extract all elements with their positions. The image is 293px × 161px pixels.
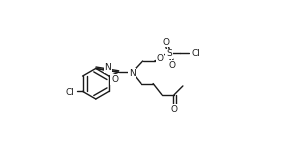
Text: O: O bbox=[168, 61, 176, 70]
Text: S: S bbox=[166, 49, 172, 58]
Text: N: N bbox=[129, 69, 136, 78]
Text: Cl: Cl bbox=[65, 88, 74, 97]
Text: O: O bbox=[111, 75, 118, 84]
Text: N: N bbox=[105, 63, 111, 72]
Text: Cl: Cl bbox=[191, 49, 200, 58]
Text: O: O bbox=[156, 54, 163, 63]
Text: O: O bbox=[171, 105, 178, 114]
Text: O: O bbox=[163, 38, 170, 47]
